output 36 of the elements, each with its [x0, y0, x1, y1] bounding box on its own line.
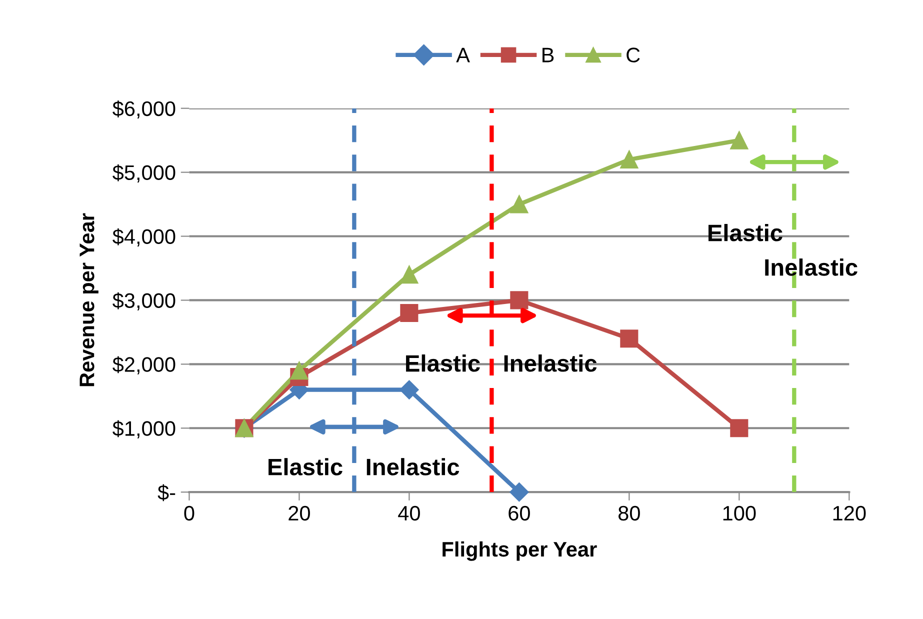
y-axis-title: Revenue per Year — [80, 213, 98, 386]
annotation: Elastic — [406, 354, 480, 372]
point — [620, 330, 638, 348]
y-tick-label: $5,000 — [112, 164, 176, 183]
point — [730, 419, 748, 438]
point — [510, 482, 529, 502]
x-tick-label: 80 — [618, 506, 640, 521]
point — [730, 131, 748, 150]
y-tick-label: $1,000 — [112, 420, 176, 438]
legend-label: B — [542, 48, 554, 62]
point — [400, 266, 418, 284]
point — [620, 150, 638, 169]
x-axis-title: Flights per Year — [442, 541, 597, 561]
annotation: Inelastic — [765, 258, 858, 276]
x-tick-label: 40 — [398, 506, 420, 521]
x-tick-label: 120 — [833, 506, 866, 521]
x-tick-label: 0 — [184, 506, 194, 521]
point — [400, 380, 419, 400]
point — [400, 304, 418, 322]
y-tick-label: $4,000 — [112, 228, 176, 246]
x-tick-label: 20 — [288, 506, 310, 521]
y-tick-label: $2,000 — [112, 356, 176, 374]
y-tick-label: $- — [158, 484, 176, 502]
y-tick-label: $6,000 — [112, 100, 176, 119]
x-tick-label: 100 — [723, 506, 756, 521]
legend-label: C — [626, 48, 640, 62]
annotation: Inelastic — [366, 458, 460, 476]
y-tick-label: $3,000 — [112, 292, 176, 310]
x-tick-label: 60 — [508, 506, 530, 521]
point — [290, 362, 308, 380]
point — [510, 291, 528, 310]
annotation: Inelastic — [504, 354, 597, 372]
annotation: Elastic — [268, 458, 342, 476]
annotation: Elastic — [708, 224, 782, 242]
point — [510, 195, 528, 214]
legend-label: A — [456, 48, 470, 62]
